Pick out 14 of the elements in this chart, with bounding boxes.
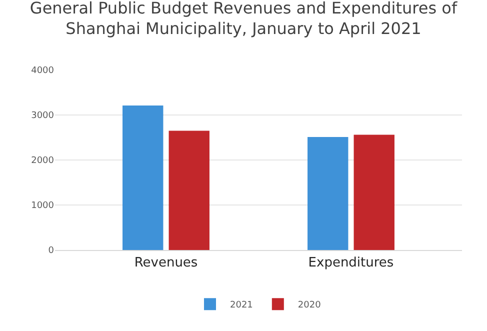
bar — [122, 106, 164, 250]
bar — [308, 137, 348, 250]
x-tick-label: Expenditures — [308, 256, 394, 271]
bar — [168, 130, 210, 250]
y-tick-label: 2000 — [31, 156, 54, 166]
legend-label: 2021 — [230, 300, 253, 311]
chart-title: General Public Budget Revenues and Expenditures of Shanghai Municipality, January to April 2021 — [30, 0, 458, 38]
y-tick-label: 4000 — [31, 66, 54, 76]
y-tick-label: 0 — [48, 246, 54, 256]
bar — [354, 134, 394, 250]
x-tick-label: Revenues — [134, 256, 198, 271]
y-tick-label: 1000 — [31, 201, 54, 212]
legend-label: 2020 — [298, 300, 322, 311]
y-tick-label: 3000 — [31, 111, 54, 122]
